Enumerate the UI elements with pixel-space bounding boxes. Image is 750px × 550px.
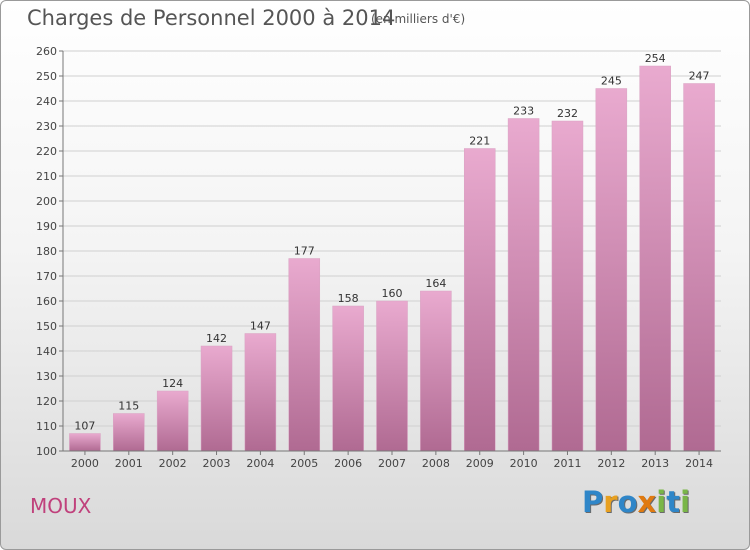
bar [639, 65, 671, 452]
bar [420, 290, 452, 452]
y-tick-label: 150 [36, 320, 57, 333]
bar-value-label: 254 [645, 52, 666, 65]
x-tick-label: 2005 [290, 457, 318, 470]
x-tick-label: 2012 [597, 457, 625, 470]
bar [244, 333, 277, 452]
x-tick-label: 2013 [641, 457, 669, 470]
bar [376, 300, 408, 452]
bar [507, 118, 540, 452]
bar-value-label: 233 [513, 105, 534, 118]
y-tick-label: 190 [36, 220, 57, 233]
bar-value-label: 115 [118, 400, 139, 413]
x-tick-label: 2010 [510, 457, 538, 470]
bar-value-label: 158 [338, 292, 359, 305]
x-tick-label: 2006 [334, 457, 362, 470]
y-tick-label: 240 [36, 95, 57, 108]
proxiti-logo[interactable]: Proxiti [582, 485, 690, 519]
bar-value-label: 124 [162, 377, 183, 390]
y-tick-label: 200 [36, 195, 57, 208]
y-tick-label: 160 [36, 295, 57, 308]
bar-value-label: 107 [74, 420, 95, 433]
bar [69, 433, 101, 452]
x-tick-label: 2002 [159, 457, 187, 470]
logo-letter: P [582, 485, 604, 519]
bar-value-label: 177 [294, 245, 315, 258]
bar [113, 413, 145, 452]
x-tick-label: 2014 [685, 457, 713, 470]
bar-value-label: 247 [689, 70, 710, 83]
x-tick-label: 2007 [378, 457, 406, 470]
logo-letter: t [666, 485, 681, 519]
bar-value-label: 164 [425, 277, 446, 290]
logo-letter: o [617, 485, 638, 519]
y-tick-label: 260 [36, 45, 57, 58]
chart-unit: (en milliers d'€) [371, 12, 466, 26]
bar [288, 258, 321, 452]
y-tick-label: 210 [36, 170, 57, 183]
bar-value-label: 160 [382, 287, 403, 300]
bar-value-label: 232 [557, 107, 578, 120]
y-tick-label: 120 [36, 395, 57, 408]
x-tick-label: 2000 [71, 457, 99, 470]
y-tick-label: 250 [36, 70, 57, 83]
bar-value-label: 142 [206, 332, 227, 345]
y-tick-label: 220 [36, 145, 57, 158]
y-tick-label: 170 [36, 270, 57, 283]
y-tick-label: 110 [36, 420, 57, 433]
bar [332, 305, 364, 452]
y-tick-label: 180 [36, 245, 57, 258]
bar [683, 83, 715, 452]
x-tick-label: 2009 [466, 457, 494, 470]
bar-value-label: 147 [250, 320, 271, 333]
x-tick-label: 2011 [553, 457, 581, 470]
y-tick-label: 230 [36, 120, 57, 133]
x-tick-label: 2001 [115, 457, 143, 470]
bar-value-label: 245 [601, 75, 622, 88]
y-tick-label: 130 [36, 370, 57, 383]
bar [551, 120, 584, 452]
x-tick-label: 2004 [246, 457, 274, 470]
x-tick-label: 2003 [203, 457, 231, 470]
bar [463, 148, 496, 452]
logo-letter: i [656, 485, 667, 519]
x-tick-label: 2008 [422, 457, 450, 470]
chart-title: Charges de Personnel 2000 à 2014 [27, 6, 396, 30]
bar-value-label: 221 [469, 135, 490, 148]
logo-letter: i [680, 485, 691, 519]
place-name: MOUX [30, 494, 92, 518]
bar [595, 88, 628, 452]
y-tick-label: 140 [36, 345, 57, 358]
logo-letter: r [603, 485, 618, 519]
logo-letter: x [637, 485, 657, 519]
bar [156, 390, 189, 452]
y-tick-label: 100 [36, 445, 57, 458]
bar [200, 345, 233, 452]
